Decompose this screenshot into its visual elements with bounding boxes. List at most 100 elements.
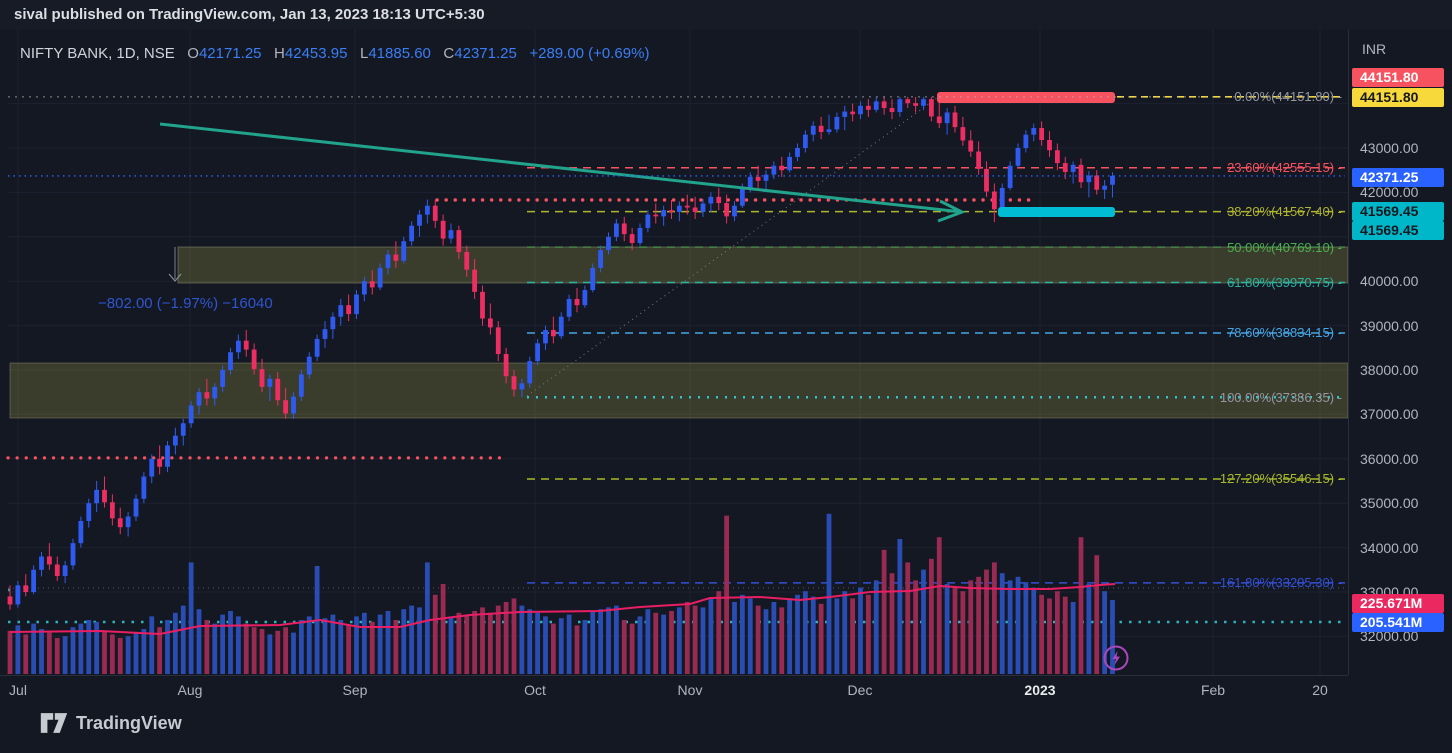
volume-bar — [180, 605, 186, 674]
candle-body — [1070, 164, 1076, 172]
candle-body — [1039, 128, 1045, 141]
candle-body — [39, 556, 44, 570]
candle-body — [172, 435, 178, 446]
price-tick-label: 35000.00 — [1360, 495, 1419, 512]
volume-bar — [361, 612, 367, 674]
volume-bar — [684, 602, 690, 674]
time-axis-separator — [0, 675, 1348, 676]
candle-body — [826, 129, 832, 133]
candle-body — [897, 99, 903, 113]
volume-bar — [480, 607, 485, 674]
fib-level-label: 127.20%(35546.15) - — [1219, 471, 1342, 487]
time-tick-label: Jul — [9, 682, 27, 698]
candle-body — [818, 125, 824, 133]
volume-bar — [235, 616, 241, 674]
candle-body — [1054, 150, 1060, 164]
high-label: H — [274, 45, 285, 62]
volume-bar — [70, 627, 76, 674]
volume-bar — [991, 562, 997, 674]
volume-bar — [1070, 602, 1076, 674]
candle-body — [1062, 163, 1068, 172]
candle-body — [976, 151, 982, 169]
measure-annotation: −802.00 (−1.97%) −16040 — [98, 295, 273, 312]
candle-body — [117, 518, 123, 528]
candle-body — [598, 250, 604, 268]
volume-bar — [172, 612, 178, 674]
candle-body — [669, 210, 674, 212]
volume-bar — [204, 620, 210, 674]
candle-body — [1110, 175, 1115, 185]
volume-bar — [637, 616, 643, 674]
volume-bar — [243, 623, 249, 674]
candle-body — [464, 251, 470, 270]
candle-body — [46, 556, 52, 565]
fib-level-label: 0.00%(44151.80) - — [1234, 89, 1342, 105]
price-tick-label: 38000.00 — [1360, 362, 1419, 378]
price-tick-label: 42000.00 — [1360, 184, 1419, 201]
tradingview-logo[interactable]: TradingView — [40, 712, 182, 734]
price-tick-label: 37000.00 — [1360, 406, 1419, 423]
candle-body — [322, 329, 328, 339]
time-tick-label: 20 — [1312, 682, 1328, 698]
candle-body — [1031, 128, 1037, 135]
close-label: C — [443, 45, 455, 62]
candle-body — [889, 108, 895, 113]
candle-body — [661, 210, 667, 217]
candle-body — [503, 354, 509, 377]
volume-bar — [133, 632, 139, 674]
candle-body — [70, 543, 76, 566]
volume-bar — [621, 620, 627, 674]
candle-body — [519, 383, 525, 390]
candle-body — [873, 101, 879, 110]
volume-bar — [283, 627, 289, 674]
candle-body — [298, 374, 304, 397]
volume-bar — [613, 605, 619, 674]
candle-body — [330, 316, 336, 330]
price-badge: 41569.45 — [1352, 220, 1444, 240]
candle-body — [1086, 175, 1092, 183]
candle-body — [385, 254, 391, 268]
volume-bar — [86, 620, 92, 674]
candle-body — [787, 156, 793, 171]
volume-bar — [464, 614, 470, 674]
candle-body — [125, 516, 131, 528]
candle-body — [606, 236, 611, 251]
price-badge: 41569.45 — [1352, 201, 1444, 221]
volume-bar — [802, 591, 808, 674]
volume-bar — [259, 629, 265, 674]
candle-body — [582, 290, 588, 306]
volume-bar — [999, 573, 1005, 674]
candle-body — [991, 191, 997, 210]
candle-body — [78, 520, 84, 544]
volume-bar — [23, 634, 29, 674]
candle-body — [1094, 175, 1100, 190]
open-label: O — [187, 45, 199, 62]
candle-body — [810, 125, 816, 135]
candle-body — [361, 281, 367, 295]
candle-body — [251, 349, 257, 370]
change-value: +289.00 (+0.69%) — [529, 45, 650, 62]
lightning-reaction-button[interactable] — [1102, 644, 1130, 672]
candle-body — [566, 298, 572, 317]
volume-bar — [850, 598, 856, 674]
candle-body — [999, 187, 1005, 210]
resistance-bar — [937, 92, 1115, 103]
volume-bar — [31, 623, 37, 674]
candle-body — [629, 234, 635, 244]
candle-body — [543, 330, 548, 344]
candle-body — [448, 230, 454, 239]
volume-bar — [629, 623, 635, 674]
price-tick-label: 40000.00 — [1360, 273, 1419, 290]
volume-bar — [188, 562, 194, 674]
candle-body — [558, 316, 564, 337]
fib-level-label: 100.00%(37386.35) - — [1219, 389, 1342, 405]
candle-body — [86, 503, 92, 521]
symbol-legend[interactable]: NIFTY BANK, 1D, NSE O42171.25 H42453.95 … — [20, 45, 649, 62]
volume-bar — [590, 611, 596, 674]
volume-bar — [15, 625, 21, 674]
time-tick-label: Feb — [1200, 682, 1226, 698]
candle-body — [424, 205, 430, 215]
candle-body — [802, 134, 808, 148]
volume-bar — [692, 605, 698, 674]
